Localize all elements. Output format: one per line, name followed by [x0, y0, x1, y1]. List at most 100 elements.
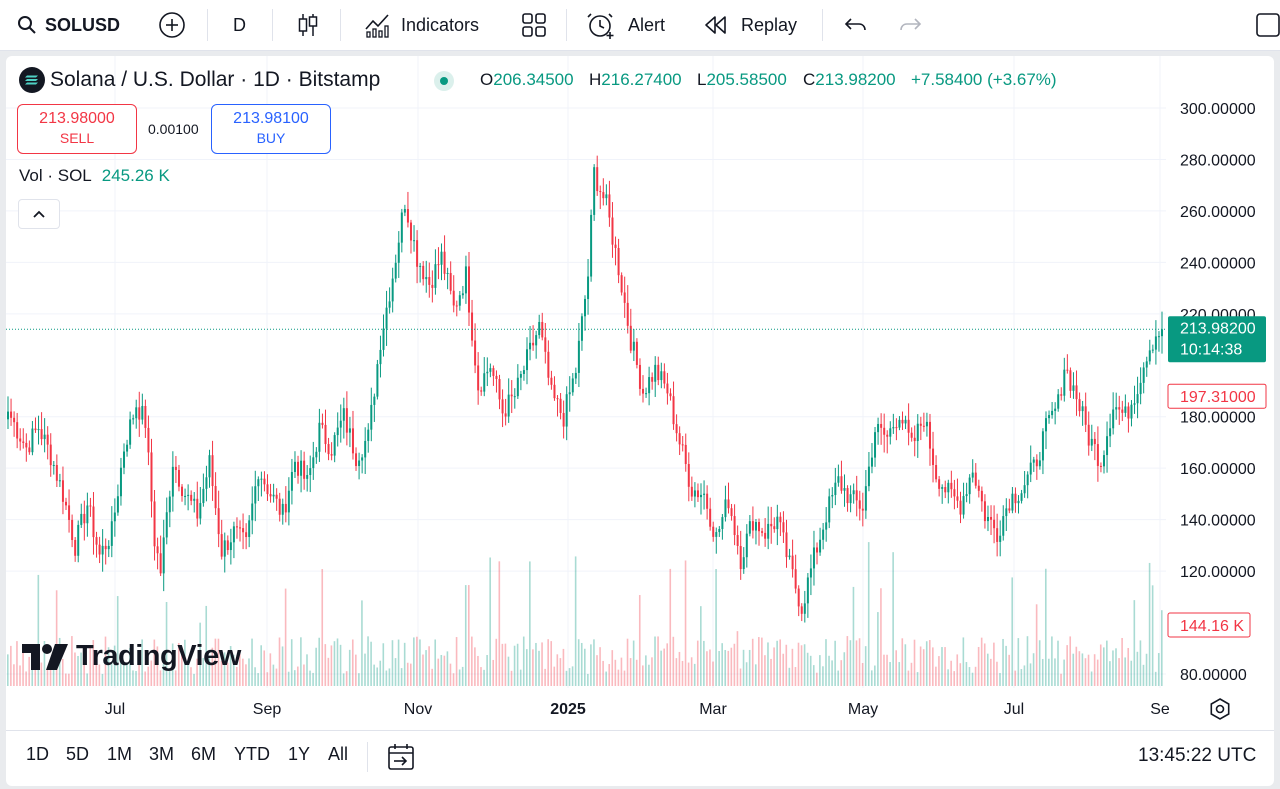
legend-high: H216.27400: [589, 70, 682, 89]
goto-date-icon: [388, 744, 414, 770]
chart-type-button[interactable]: [296, 0, 320, 50]
interval-button[interactable]: D: [233, 0, 246, 50]
volume-bar: [1069, 636, 1072, 686]
range-button-6m[interactable]: 6M: [191, 744, 217, 764]
redo-button[interactable]: [898, 0, 922, 50]
candle-body: [77, 524, 80, 556]
range-button-ytd[interactable]: YTD: [234, 744, 270, 764]
candle-body: [104, 545, 107, 550]
candle-body: [666, 383, 669, 394]
volume-legend[interactable]: Vol · SOL 245.26 K: [19, 166, 170, 186]
candle-body: [983, 501, 986, 522]
volume-bar: [95, 662, 98, 686]
volume-bar: [724, 649, 727, 686]
y-tick-label: 180.00000: [1180, 410, 1256, 427]
layout-button[interactable]: [1256, 0, 1280, 50]
legend-change: +7.58400 (+3.67%): [911, 70, 1057, 89]
volume-bar: [1005, 645, 1007, 686]
volume-bar: [483, 669, 485, 686]
alert-button[interactable]: Alert: [586, 0, 665, 50]
range-button-all[interactable]: All: [328, 744, 349, 764]
volume-bar: [525, 649, 528, 686]
range-button-1d[interactable]: 1D: [26, 744, 50, 764]
volume-bar: [614, 659, 617, 686]
candle-body: [1139, 382, 1142, 395]
candle-body: [596, 167, 599, 192]
range-button-1m[interactable]: 1M: [107, 744, 133, 764]
candle-body: [422, 265, 425, 280]
market-status-indicator[interactable]: [432, 70, 456, 97]
candle-body: [1154, 336, 1157, 350]
candle-body: [455, 305, 458, 307]
volume-bar: [1133, 600, 1136, 686]
volume-bar: [211, 647, 214, 686]
candle-body: [1145, 361, 1148, 368]
volume-bar: [1026, 636, 1029, 686]
volume-bar: [651, 657, 653, 686]
candle-body: [1023, 485, 1026, 494]
chart-settings-button[interactable]: [1208, 697, 1232, 726]
range-button-5d[interactable]: 5D: [66, 744, 90, 764]
volume-bar: [339, 644, 342, 686]
volume-bar: [19, 665, 21, 686]
volume-bar: [559, 658, 562, 686]
candle-body: [251, 503, 254, 521]
volume-bar: [86, 673, 88, 686]
candle-body: [278, 498, 281, 515]
candle-body: [504, 413, 507, 417]
tradingview-logo[interactable]: TradingView: [22, 640, 241, 673]
utc-clock[interactable]: 13:45:22 UTC: [1138, 745, 1257, 766]
candle-body: [852, 490, 855, 495]
buy-button[interactable]: 213.98100 BUY: [211, 104, 331, 154]
volume-legend-label: Vol · SOL: [19, 166, 92, 185]
candle-body: [645, 393, 648, 395]
volume-bar: [751, 638, 754, 686]
legend-low: L205.58500: [697, 70, 787, 89]
candle-body: [187, 494, 190, 496]
candle-body: [574, 372, 577, 379]
range-button-3m[interactable]: 3M: [149, 744, 175, 764]
buy-price: 213.98100: [233, 110, 309, 127]
candle-body: [916, 423, 919, 442]
compare-symbol-button[interactable]: [158, 0, 186, 50]
undo-button[interactable]: [844, 0, 868, 50]
replay-button[interactable]: Replay: [703, 0, 797, 50]
volume-bar: [422, 654, 424, 686]
collapse-legend-button[interactable]: [18, 199, 60, 229]
time-axis[interactable]: Jul Sep Nov 2025 Mar May Jul Se: [105, 701, 1170, 718]
templates-button[interactable]: [521, 0, 547, 50]
range-button-1y[interactable]: 1Y: [288, 744, 311, 764]
candle-body: [678, 433, 681, 445]
symbol-search-button[interactable]: SOLUSD: [17, 0, 120, 50]
volume-bar: [1041, 658, 1044, 686]
candle-body: [587, 276, 590, 299]
candle-body: [1151, 349, 1154, 351]
volume-bar: [474, 647, 476, 686]
candle-body: [168, 496, 171, 513]
candle-body: [571, 378, 574, 393]
sell-button[interactable]: 213.98000 SELL: [17, 104, 137, 154]
volume-bar: [745, 662, 748, 686]
candle-body: [544, 337, 547, 352]
goto-date-button[interactable]: [386, 742, 416, 777]
indicators-button[interactable]: Indicators: [363, 0, 479, 50]
candle-body: [235, 526, 238, 528]
volume-bar: [1115, 648, 1117, 686]
candle-body: [599, 191, 602, 193]
candle-body: [342, 408, 345, 421]
volume-bar: [727, 650, 730, 686]
templates-icon: [522, 13, 546, 37]
volume-bar: [80, 652, 82, 686]
volume-bar: [507, 656, 510, 686]
volume-bar: [385, 670, 388, 686]
volume-bar: [886, 654, 888, 686]
volume-bar: [855, 640, 858, 686]
candle-body: [996, 528, 999, 542]
volume-bar: [529, 561, 531, 686]
candle-body: [919, 423, 922, 426]
volume-bar: [416, 636, 418, 686]
candle-body: [1032, 459, 1035, 463]
volume-bar: [993, 642, 995, 686]
price-chart[interactable]: 300.00000280.00000260.00000240.00000220.…: [6, 56, 1274, 730]
legend-title[interactable]: Solana / U.S. Dollar · 1D · Bitstamp: [50, 68, 381, 91]
